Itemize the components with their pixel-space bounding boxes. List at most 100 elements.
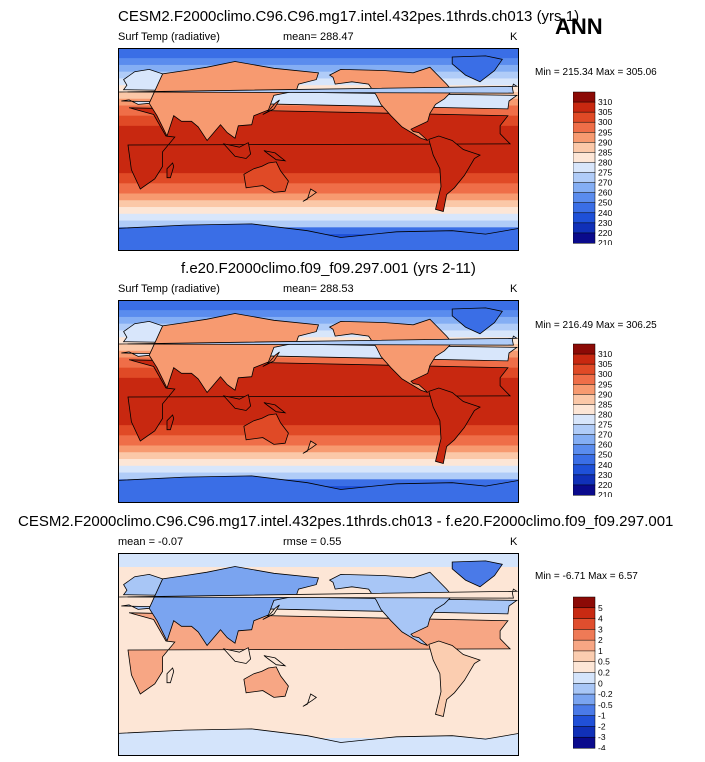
season-label: ANN <box>555 14 603 39</box>
colorbar-tick-label: 275 <box>598 420 612 430</box>
colorbar-swatch <box>573 639 596 652</box>
colorbar-swatch <box>573 484 596 496</box>
colorbar-tick-label: 240 <box>598 460 612 470</box>
sst-band <box>118 300 519 304</box>
colorbar-swatch <box>573 414 596 426</box>
sst-band <box>118 459 519 463</box>
colorbar-swatch <box>573 373 596 385</box>
colorbar-tick-label: 220 <box>598 480 612 490</box>
colorbar-swatch <box>573 121 596 133</box>
sst-band <box>118 78 519 83</box>
sst-band <box>118 435 519 440</box>
sst-band <box>118 418 519 423</box>
sst-band <box>118 213 519 218</box>
sst-band <box>118 472 519 477</box>
colorbar-tick-label: 290 <box>598 389 612 399</box>
colorbar-swatch <box>573 91 596 103</box>
colorbar-tick-label: 285 <box>598 147 612 157</box>
colorbar-tick-label: -2 <box>598 721 606 731</box>
panel-1-units-label: K <box>510 31 518 43</box>
colorbar-tick-label: 4 <box>598 614 603 624</box>
continent-japan <box>262 351 280 367</box>
sst-band <box>118 166 519 171</box>
colorbar-tick-label: 295 <box>598 379 612 389</box>
sst-band <box>118 183 519 188</box>
continent-japan <box>262 99 280 115</box>
colorbar-swatch <box>573 704 596 717</box>
colorbar-swatch <box>573 726 596 738</box>
colorbar-tick-label: -1 <box>598 711 606 721</box>
continent-antarctica <box>118 223 519 251</box>
colorbar-tick-label: 280 <box>598 157 612 167</box>
sst-band <box>118 61 519 66</box>
colorbar-swatch <box>573 353 596 365</box>
colorbar-swatch <box>573 132 596 143</box>
colorbar-swatch <box>573 474 596 486</box>
colorbar-swatch <box>573 343 596 355</box>
colorbar-tick-label: 270 <box>598 430 612 440</box>
sst-band <box>118 179 519 184</box>
colorbar-tick-label: 0 <box>598 678 603 688</box>
continent-south-america <box>428 387 481 465</box>
colorbar-tick-label: 275 <box>598 168 612 178</box>
continent-madagascar <box>166 667 175 684</box>
sst-band <box>118 227 519 232</box>
colorbar-swatch <box>573 152 596 164</box>
colorbar-tick-label: 300 <box>598 117 612 127</box>
continent-asia <box>148 566 320 647</box>
colorbar-swatch <box>573 444 596 456</box>
continent-new-guinea <box>263 150 287 162</box>
colorbar-swatch <box>573 683 596 695</box>
sst-band <box>118 431 519 436</box>
sst-band <box>118 108 519 113</box>
continent-new-zealand <box>302 440 318 454</box>
colorbar-tick-label: 2 <box>598 635 603 645</box>
colorbar-swatch <box>573 363 596 375</box>
colorbar-swatch <box>573 142 596 153</box>
map-frame <box>118 553 519 756</box>
colorbar-tick-label: 250 <box>598 450 612 460</box>
continent-north-america <box>328 318 453 393</box>
colorbar-tick-label: 300 <box>598 369 612 379</box>
arctic-diff-band <box>118 553 519 567</box>
sst-band <box>118 313 519 318</box>
colorbar-swatch <box>573 192 596 204</box>
colorbar-tick-label: 305 <box>598 359 612 369</box>
colorbar-tick-label: 0.2 <box>598 668 610 678</box>
map-frame <box>118 48 519 251</box>
panel-3-rmse-label: rmse = 0.55 <box>283 536 342 548</box>
sst-band <box>118 169 519 174</box>
colorbar-tick-label: 250 <box>598 198 612 208</box>
sst-band <box>118 327 519 332</box>
continent-new-guinea <box>263 402 287 414</box>
continent-north-america <box>328 571 453 646</box>
continent-indonesia-a <box>222 647 252 664</box>
colorbar-tick-label: -0.5 <box>598 700 613 710</box>
sst-band <box>118 448 519 453</box>
colorbar-tick-label: 310 <box>598 349 612 359</box>
sst-band <box>118 425 519 430</box>
sst-band <box>118 220 519 225</box>
sst-band <box>118 320 519 325</box>
continent-asia <box>148 61 320 142</box>
colorbar-swatch <box>573 618 596 630</box>
sst-band <box>118 438 519 443</box>
colorbar-tick-label: 260 <box>598 188 612 198</box>
sst-band <box>118 445 519 450</box>
sst-band <box>118 54 519 59</box>
sst-band <box>118 85 519 90</box>
sst-band <box>118 156 519 161</box>
panel-1-variable-label: Surf Temp (radiative) <box>118 31 220 43</box>
colorbar-tick-label: -4 <box>598 743 606 750</box>
colorbar-tick-label: 305 <box>598 107 612 117</box>
sst-band <box>118 163 519 168</box>
colorbar-swatch <box>573 454 596 466</box>
colorbar-tick-label: 270 <box>598 178 612 188</box>
panel-1-title: CESM2.F2000climo.C96.C96.mg17.intel.432p… <box>118 8 580 25</box>
panel-3-mean-label: mean = -0.07 <box>118 536 184 548</box>
panel-1-minmax: Min = 215.34 Max = 305.06 <box>535 67 657 78</box>
colorbar-swatch <box>573 202 596 214</box>
colorbar-swatch <box>573 222 596 234</box>
continent-australia <box>243 413 289 445</box>
panel-2-mean-label: mean= 288.53 <box>283 283 354 295</box>
